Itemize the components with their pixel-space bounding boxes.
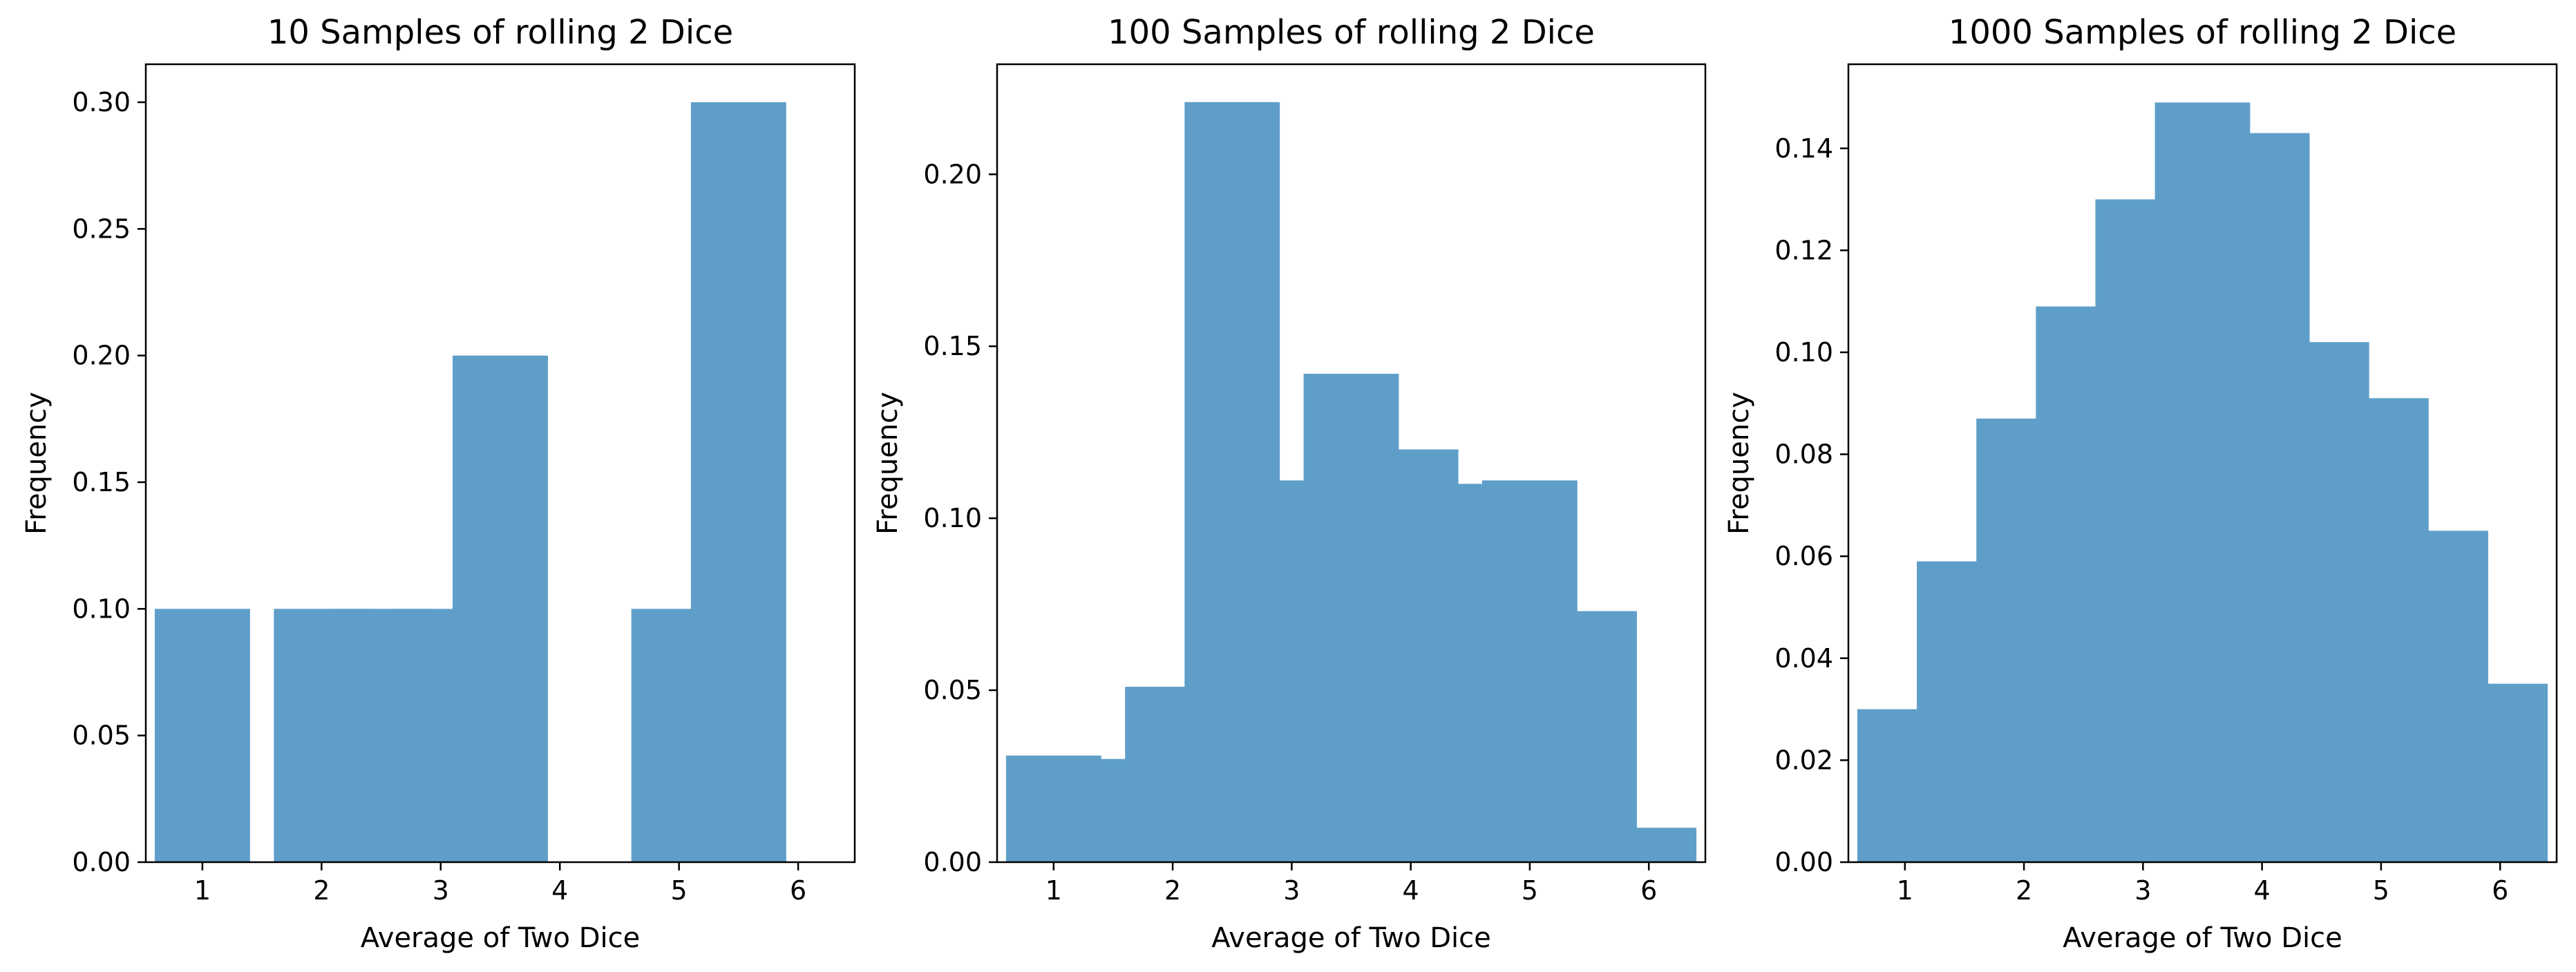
axes-frame [996, 63, 1707, 864]
x-tick-label: 6 [790, 875, 806, 906]
y-axis-label: Frequency [872, 392, 904, 535]
x-tick-label: 5 [2373, 875, 2389, 906]
chart-panel-1000-samples: 1 2 3 4 5 6 0.00 0.02 0.04 0.06 0.08 0.10 0.12 0.14 10… [1723, 13, 2558, 954]
chart-panel-10-samples: 1 2 3 4 5 6 0.00 0.05 0.10 0.15 0.20 0.25 0.30 10 Sam… [21, 13, 856, 954]
x-tick-label: 2 [2016, 875, 2032, 906]
bar [453, 355, 548, 862]
chart-title: 100 Samples of rolling 2 Dice [1108, 13, 1595, 52]
y-tick-label: 0.12 [1774, 235, 1833, 265]
axes-frame [1847, 63, 2558, 864]
x-tick-label: 1 [1897, 875, 1913, 906]
x-tick-label: 6 [1640, 875, 1657, 906]
bar [2452, 683, 2548, 862]
axes-frame [144, 63, 856, 864]
x-tick-label: 5 [671, 875, 688, 906]
y-tick-label: 0.08 [1774, 439, 1833, 470]
bar [1601, 828, 1697, 862]
y-tick-label: 0.10 [923, 503, 982, 533]
y-tick-label: 0.15 [923, 331, 982, 361]
x-tick-label: 3 [1283, 875, 1300, 906]
bar [1542, 611, 1637, 862]
y-tick-label: 0.04 [1774, 643, 1833, 674]
x-tick-label: 5 [1522, 875, 1538, 906]
x-tick-label: 1 [194, 875, 211, 906]
x-tick-label: 2 [313, 875, 330, 906]
x-tick-label: 1 [1045, 875, 1062, 906]
y-tick-label: 0.15 [72, 467, 131, 497]
y-tick-label: 0.10 [72, 593, 131, 624]
x-tick-label: 4 [1403, 875, 1419, 906]
x-tick-label: 6 [2492, 875, 2508, 906]
y-axis-label: Frequency [21, 392, 53, 535]
x-tick-label: 4 [2254, 875, 2271, 906]
y-tick-label: 0.30 [72, 87, 131, 117]
y-tick-label: 0.14 [1774, 133, 1833, 164]
y-axis-label: Frequency [1723, 392, 1755, 535]
y-tick-label: 0.25 [72, 213, 131, 244]
x-axis-label: Average of Two Dice [1211, 922, 1490, 954]
y-tick-label: 0.20 [923, 159, 982, 189]
y-tick-label: 0.05 [923, 675, 982, 705]
y-tick-label: 0.00 [72, 847, 131, 877]
x-tick-label: 3 [433, 875, 449, 906]
chart-title: 1000 Samples of rolling 2 Dice [1949, 13, 2456, 52]
x-axis-label: Average of Two Dice [2063, 922, 2342, 954]
x-tick-label: 3 [2134, 875, 2151, 906]
y-tick-label: 0.00 [923, 847, 982, 877]
chart-title: 10 Samples of rolling 2 Dice [267, 13, 733, 52]
y-tick-label: 0.00 [1774, 847, 1833, 877]
y-tick-label: 0.10 [1774, 337, 1833, 368]
y-tick-label: 0.06 [1774, 541, 1833, 571]
y-tick-label: 0.02 [1774, 745, 1833, 775]
x-axis-label: Average of Two Dice [361, 922, 640, 954]
x-tick-label: 2 [1164, 875, 1181, 906]
chart-panel-100-samples: 1 2 3 4 5 6 0.00 0.05 0.10 0.15 0.20 100 Samples of… [872, 13, 1707, 954]
bar [690, 102, 786, 862]
y-tick-label: 0.05 [72, 721, 131, 751]
bar [154, 609, 250, 862]
y-tick-label: 0.20 [72, 341, 131, 371]
x-tick-label: 4 [551, 875, 568, 906]
